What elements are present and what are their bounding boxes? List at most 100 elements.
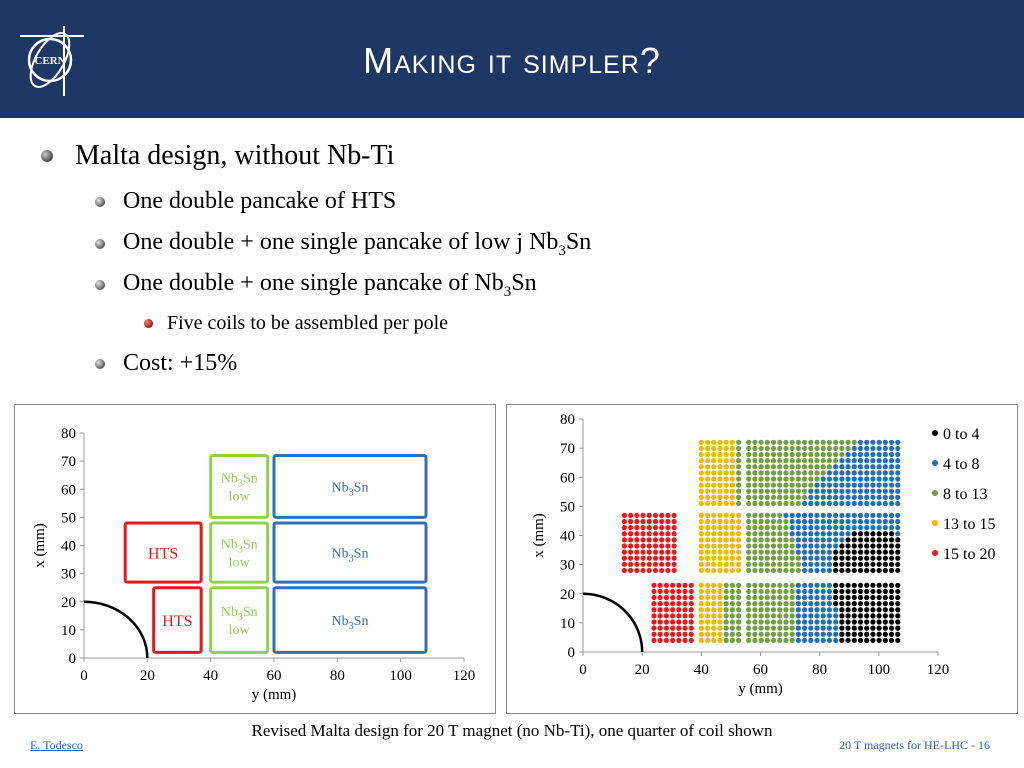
field-point: [876, 470, 882, 476]
field-point: [795, 439, 801, 445]
field-point: [826, 476, 833, 482]
field-point: [826, 601, 833, 607]
coil-outline: [209, 454, 270, 519]
y-tick-label: 40: [560, 529, 575, 545]
field-point: [845, 637, 851, 643]
field-point: [704, 525, 711, 531]
field-point: [670, 637, 676, 643]
field-point: [876, 451, 882, 458]
field-point: [814, 439, 820, 445]
field-point: [723, 494, 729, 500]
field-point: [698, 588, 704, 595]
field-point: [882, 439, 888, 445]
field-point: [729, 594, 735, 601]
field-point: [704, 439, 711, 445]
field-point: [870, 619, 876, 625]
field-point: [634, 518, 640, 525]
x-tick-label: 120: [927, 662, 950, 678]
bullet-item: One double pancake of HTS: [95, 188, 396, 215]
field-point: [711, 549, 717, 555]
field-point: [770, 637, 777, 643]
field-point: [682, 588, 688, 595]
author-link[interactable]: E. Todesco: [30, 738, 83, 752]
field-point: [783, 567, 789, 574]
field-point: [770, 549, 777, 555]
field-point: [820, 549, 826, 555]
field-point: [777, 543, 783, 549]
field-point: [888, 625, 895, 631]
field-point: [729, 582, 735, 588]
field-point: [808, 549, 814, 555]
field-point: [717, 445, 723, 452]
field-point: [857, 543, 864, 549]
field-point: [833, 445, 839, 452]
field-point: [628, 561, 634, 567]
field-point: [628, 549, 634, 555]
field-point: [723, 607, 729, 613]
bullet-text: One double pancake of HTS: [123, 188, 397, 214]
field-point: [808, 637, 814, 643]
field-point: [851, 500, 857, 507]
field-point: [876, 631, 882, 637]
field-point: [895, 588, 901, 595]
field-point: [864, 543, 870, 549]
field-point: [770, 543, 777, 549]
field-point: [621, 531, 628, 537]
field-point: [820, 631, 826, 637]
field-point: [895, 464, 901, 470]
field-point: [758, 531, 764, 537]
field-point: [646, 531, 652, 537]
field-point: [783, 494, 789, 500]
field-point: [783, 458, 789, 464]
coil-label-part: Sn: [354, 480, 369, 495]
field-point: [704, 494, 711, 500]
field-point: [870, 439, 876, 445]
field-point: [808, 582, 814, 588]
coil-block: HTS: [152, 586, 203, 654]
field-point: [814, 500, 820, 507]
field-point: [770, 582, 777, 588]
field-point: [717, 512, 723, 519]
y-tick-label: 40: [61, 539, 76, 555]
field-point: [795, 482, 801, 488]
field-point: [814, 512, 820, 519]
field-point: [895, 567, 901, 574]
field-point: [857, 613, 864, 619]
field-point: [711, 555, 717, 561]
field-point: [795, 543, 801, 549]
field-point: [758, 631, 764, 637]
field-point: [704, 631, 711, 637]
bullet-text: Five coils to be assembled per pole: [167, 312, 449, 334]
field-point: [777, 594, 783, 601]
legend-marker: [932, 520, 938, 526]
field-point: [770, 588, 777, 595]
field-point: [729, 445, 735, 452]
field-point: [736, 588, 742, 595]
field-point: [857, 631, 864, 637]
field-point: [851, 451, 857, 458]
field-point: [704, 537, 711, 543]
field-point: [888, 518, 895, 525]
field-point: [659, 567, 665, 574]
field-point: [882, 549, 888, 555]
field-point: [752, 470, 758, 476]
field-point: [864, 555, 870, 561]
field-point: [882, 607, 888, 613]
field-point: [814, 445, 820, 452]
field-point: [857, 445, 864, 452]
field-point: [736, 464, 742, 470]
field-point: [651, 607, 657, 613]
field-point: [646, 561, 652, 567]
field-point: [711, 482, 717, 488]
field-point: [839, 588, 845, 595]
field-point: [801, 619, 808, 625]
field-point: [676, 594, 682, 601]
field-point: [833, 567, 839, 574]
field-point: [770, 525, 777, 531]
field-point: [814, 637, 820, 643]
coil-block: Nb3Sn: [272, 454, 428, 519]
coil-label-part: Sn: [354, 614, 369, 629]
field-point: [736, 525, 742, 531]
coil-outline: [272, 586, 428, 654]
field-point: [789, 631, 795, 637]
